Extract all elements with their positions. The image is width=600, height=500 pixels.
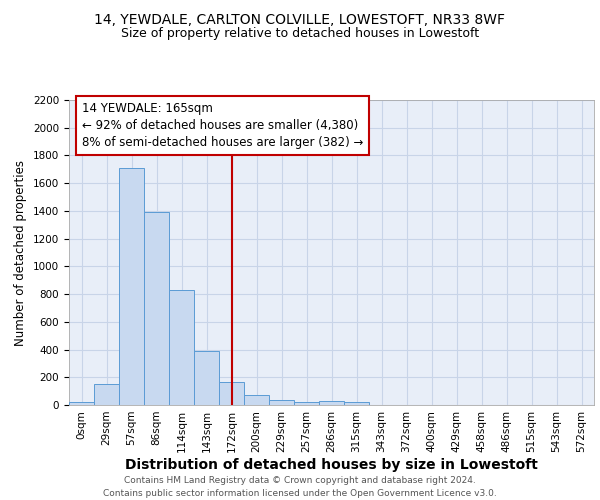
- Bar: [219, 382, 244, 405]
- Text: Size of property relative to detached houses in Lowestoft: Size of property relative to detached ho…: [121, 28, 479, 40]
- Y-axis label: Number of detached properties: Number of detached properties: [14, 160, 28, 346]
- Text: 14, YEWDALE, CARLTON COLVILLE, LOWESTOFT, NR33 8WF: 14, YEWDALE, CARLTON COLVILLE, LOWESTOFT…: [95, 12, 505, 26]
- Text: Contains HM Land Registry data © Crown copyright and database right 2024.
Contai: Contains HM Land Registry data © Crown c…: [103, 476, 497, 498]
- Bar: [244, 394, 269, 405]
- Bar: [169, 290, 194, 405]
- Text: 14 YEWDALE: 165sqm
← 92% of detached houses are smaller (4,380)
8% of semi-detac: 14 YEWDALE: 165sqm ← 92% of detached hou…: [82, 102, 364, 149]
- X-axis label: Distribution of detached houses by size in Lowestoft: Distribution of detached houses by size …: [125, 458, 538, 471]
- Bar: [294, 402, 319, 405]
- Bar: [119, 168, 144, 405]
- Bar: [144, 212, 169, 405]
- Bar: [94, 384, 119, 405]
- Bar: [344, 402, 369, 405]
- Bar: [319, 401, 344, 405]
- Bar: [269, 400, 294, 405]
- Bar: [69, 402, 94, 405]
- Bar: [194, 351, 219, 405]
